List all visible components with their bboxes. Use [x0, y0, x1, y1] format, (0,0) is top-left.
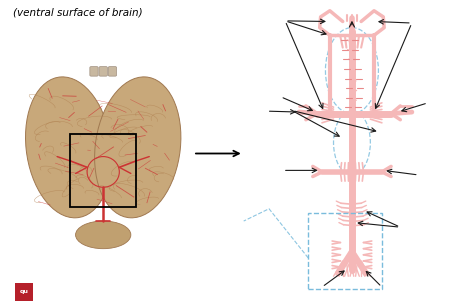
- Ellipse shape: [75, 221, 131, 249]
- Text: qu: qu: [19, 290, 28, 294]
- FancyBboxPatch shape: [108, 67, 117, 76]
- Bar: [15, 283, 33, 301]
- Bar: [70, 134, 137, 207]
- Ellipse shape: [26, 77, 112, 218]
- Bar: [308, 213, 382, 289]
- FancyBboxPatch shape: [99, 67, 107, 76]
- Text: (ventral surface of brain): (ventral surface of brain): [13, 8, 143, 18]
- Ellipse shape: [95, 77, 181, 218]
- FancyBboxPatch shape: [90, 67, 98, 76]
